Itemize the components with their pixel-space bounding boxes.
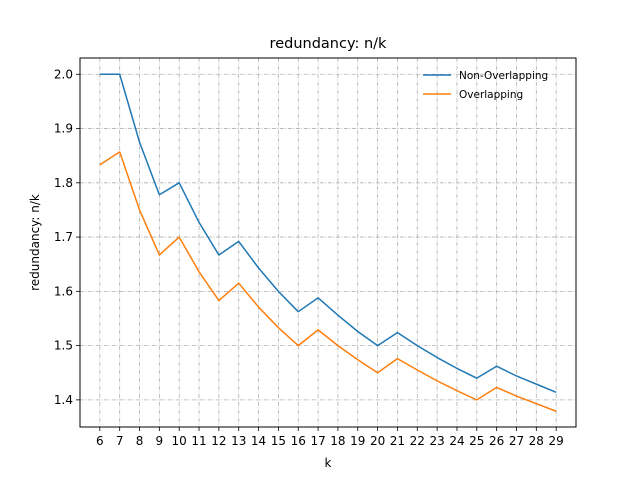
legend: Non-Overlapping Overlapping — [423, 70, 548, 101]
x-tick-label: 26 — [489, 434, 504, 448]
x-tick-label: 19 — [350, 434, 365, 448]
x-tick-label: 10 — [172, 434, 187, 448]
x-tick-label: 27 — [509, 434, 524, 448]
x-tick-label: 6 — [96, 434, 104, 448]
x-tick-label: 23 — [429, 434, 444, 448]
x-tick-label: 20 — [370, 434, 385, 448]
x-tick-label: 18 — [330, 434, 345, 448]
series — [99, 73, 557, 412]
y-tick-label: 1.6 — [54, 284, 73, 298]
plot-frame — [79, 57, 577, 428]
x-tick-label: 29 — [549, 434, 564, 448]
x-tick-label: 24 — [449, 434, 464, 448]
y-tick-label: 2.0 — [54, 67, 73, 81]
x-tick-label: 14 — [251, 434, 266, 448]
x-tick-label: 8 — [136, 434, 144, 448]
series-line-non-overlapping — [99, 73, 557, 393]
x-tick-label: 21 — [390, 434, 405, 448]
y-tick-label: 1.5 — [54, 339, 73, 353]
grid — [80, 58, 576, 427]
x-tick-label: 7 — [116, 434, 124, 448]
chart-title: redundancy: n/k — [270, 36, 387, 52]
x-tick-label: 22 — [410, 434, 425, 448]
ticks: 6 7 8 9 10 11 12 13 14 15 16 17 18 19 20 21 22 23 24 25 26 27… — [54, 67, 564, 448]
legend-label: Non-Overlapping — [459, 70, 548, 82]
x-tick-label: 9 — [156, 434, 164, 448]
y-tick-label: 1.4 — [54, 393, 73, 407]
x-tick-label: 15 — [271, 434, 286, 448]
y-tick-label: 1.9 — [54, 122, 73, 136]
series-line-overlapping — [99, 151, 557, 412]
x-tick-label: 11 — [191, 434, 206, 448]
y-tick-label: 1.7 — [54, 230, 73, 244]
x-axis-label: k — [325, 456, 332, 470]
y-tick-label: 1.8 — [54, 176, 73, 190]
x-tick-label: 12 — [211, 434, 226, 448]
x-tick-label: 16 — [291, 434, 306, 448]
x-tick-label: 17 — [310, 434, 325, 448]
y-axis-label: redundancy: n/k — [28, 194, 42, 291]
x-tick-label: 25 — [469, 434, 484, 448]
x-tick-label: 28 — [529, 434, 544, 448]
legend-label: Overlapping — [459, 89, 523, 101]
x-tick-label: 13 — [231, 434, 246, 448]
